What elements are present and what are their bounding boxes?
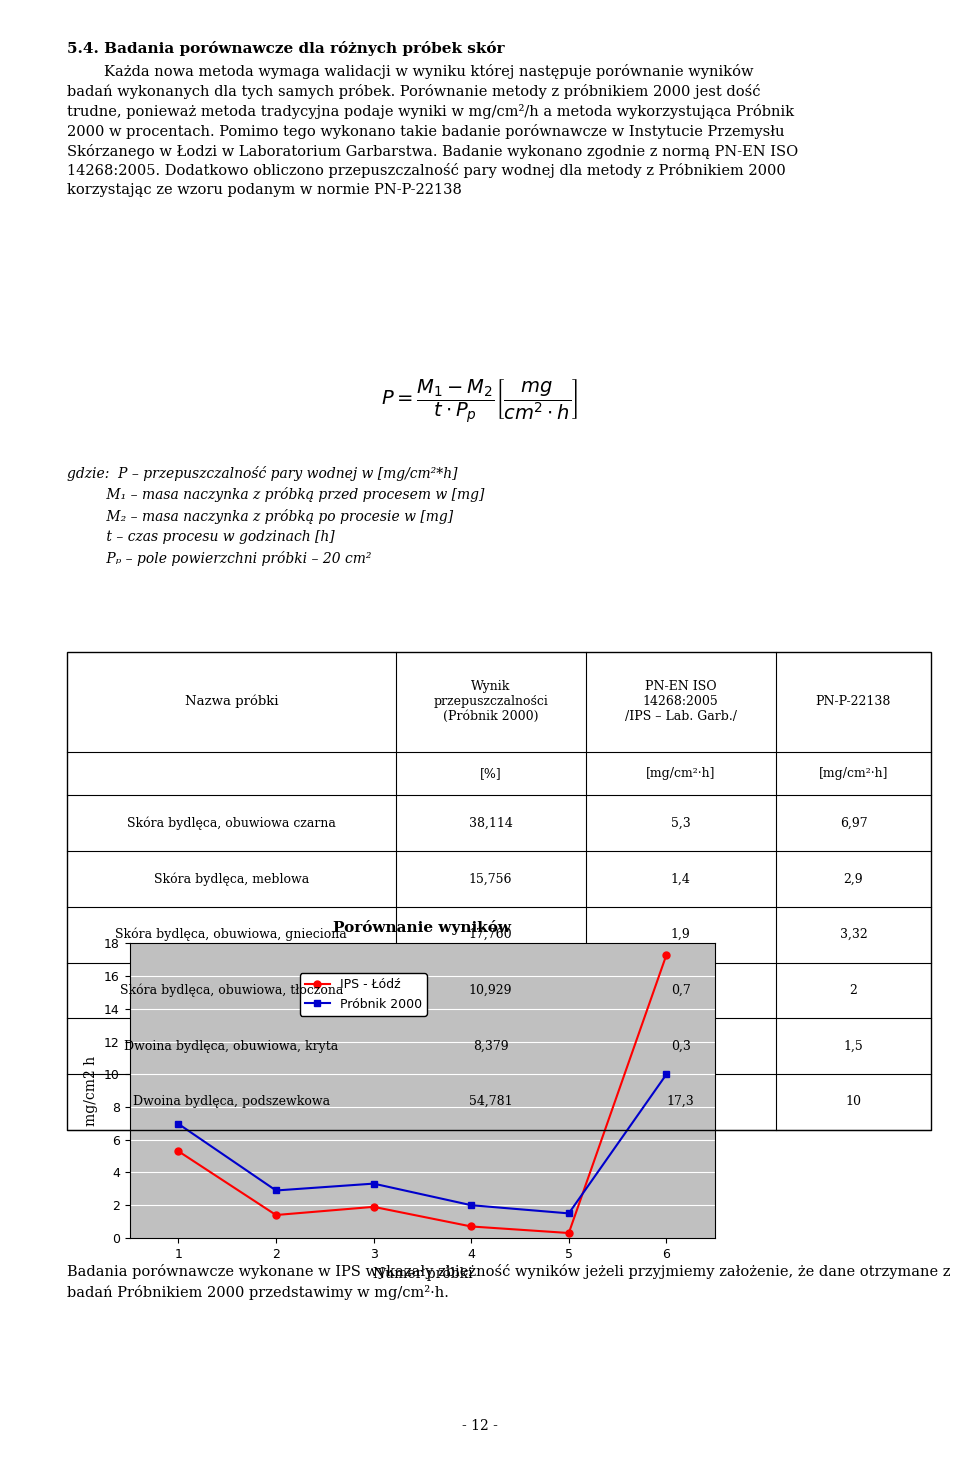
IPS - Łódź (368, 1198, 379, 1216)
Line: IPS - Łódź: IPS - Łódź (175, 951, 670, 1236)
Text: Skóra bydlęca, obuwiowa, gnieciona: Skóra bydlęca, obuwiowa, gnieciona (115, 927, 348, 942)
Text: 15,756: 15,756 (468, 873, 513, 885)
Próbnik 2000 (660, 1065, 672, 1083)
Próbnik 2000 (271, 1182, 282, 1200)
Text: 0,7: 0,7 (671, 984, 690, 996)
Próbnik 2000 (466, 1197, 477, 1214)
Text: PN-EN ISO
14268:2005
/IPS – Lab. Garb./: PN-EN ISO 14268:2005 /IPS – Lab. Garb./ (625, 680, 736, 724)
Próbnik 2000 (368, 1175, 379, 1193)
IPS - Łódź (173, 1143, 184, 1160)
Text: 17,760: 17,760 (468, 929, 513, 941)
Text: PN-P-22138: PN-P-22138 (816, 696, 891, 708)
Text: 54,781: 54,781 (468, 1096, 513, 1108)
IPS - Łódź (563, 1225, 574, 1242)
Text: 1,4: 1,4 (671, 873, 690, 885)
Title: Porównanie wyników: Porównanie wyników (333, 920, 512, 935)
Text: 38,114: 38,114 (468, 817, 513, 829)
Text: Nazwa próbki: Nazwa próbki (184, 694, 278, 709)
Text: [%]: [%] (480, 768, 501, 779)
Text: Dwoina bydlęca, obuwiowa, kryta: Dwoina bydlęca, obuwiowa, kryta (124, 1040, 339, 1052)
Text: Dwoina bydlęca, podszewkowa: Dwoina bydlęca, podszewkowa (132, 1096, 330, 1108)
Text: [mg/cm²·h]: [mg/cm²·h] (646, 768, 715, 779)
Text: Skóra bydlęca, obuwiowa czarna: Skóra bydlęca, obuwiowa czarna (127, 816, 336, 831)
Text: Każda nowa metoda wymaga walidacji w wyniku której następuje porównanie wyników
: Każda nowa metoda wymaga walidacji w wyn… (67, 64, 799, 196)
Text: 5.4. Badania porównawcze dla różnych próbek skór: 5.4. Badania porównawcze dla różnych pró… (67, 41, 505, 56)
Y-axis label: mg/cm2 h: mg/cm2 h (84, 1056, 99, 1125)
X-axis label: Numer próbki: Numer próbki (372, 1266, 472, 1282)
Text: 17,3: 17,3 (667, 1096, 694, 1108)
Próbnik 2000 (173, 1115, 184, 1132)
Text: gdzie:  P – przepuszczalność pary wodnej w [mg/cm²*h]
         M₁ – masa naczynk: gdzie: P – przepuszczalność pary wodnej … (67, 466, 485, 565)
Text: Badania porównawcze wykonane w IPS wykazały zbieżność wyników jeżeli przyjmiemy : Badania porównawcze wykonane w IPS wykaz… (67, 1264, 950, 1301)
Text: 10,929: 10,929 (468, 984, 513, 996)
IPS - Łódź (660, 946, 672, 964)
Próbnik 2000 (563, 1204, 574, 1222)
Text: 6,97: 6,97 (840, 817, 867, 829)
Legend: IPS - Łódź, Próbnik 2000: IPS - Łódź, Próbnik 2000 (300, 973, 427, 1015)
Text: 2: 2 (850, 984, 857, 996)
Text: 0,3: 0,3 (671, 1040, 690, 1052)
IPS - Łódź (271, 1206, 282, 1223)
Text: Skóra bydlęca, obuwiowa, tłoczona: Skóra bydlęca, obuwiowa, tłoczona (120, 983, 343, 998)
Text: [mg/cm²·h]: [mg/cm²·h] (819, 768, 888, 779)
Text: - 12 -: - 12 - (462, 1418, 498, 1433)
Text: $P = \dfrac{M_1 - M_2}{t \cdot P_p} \left[ \dfrac{mg}{cm^2 \cdot h} \right]$: $P = \dfrac{M_1 - M_2}{t \cdot P_p} \lef… (381, 378, 579, 425)
Text: 5,3: 5,3 (671, 817, 690, 829)
Text: 1,5: 1,5 (844, 1040, 863, 1052)
Text: 2,9: 2,9 (844, 873, 863, 885)
IPS - Łódź (466, 1217, 477, 1235)
Text: 8,379: 8,379 (472, 1040, 509, 1052)
Text: 3,32: 3,32 (840, 929, 867, 941)
Line: Próbnik 2000: Próbnik 2000 (175, 1071, 670, 1217)
Text: Skóra bydlęca, meblowa: Skóra bydlęca, meblowa (154, 872, 309, 886)
Text: 1,9: 1,9 (671, 929, 690, 941)
Text: Wynik
przepuszczalności
(Próbnik 2000): Wynik przepuszczalności (Próbnik 2000) (433, 680, 548, 724)
Text: 10: 10 (846, 1096, 861, 1108)
